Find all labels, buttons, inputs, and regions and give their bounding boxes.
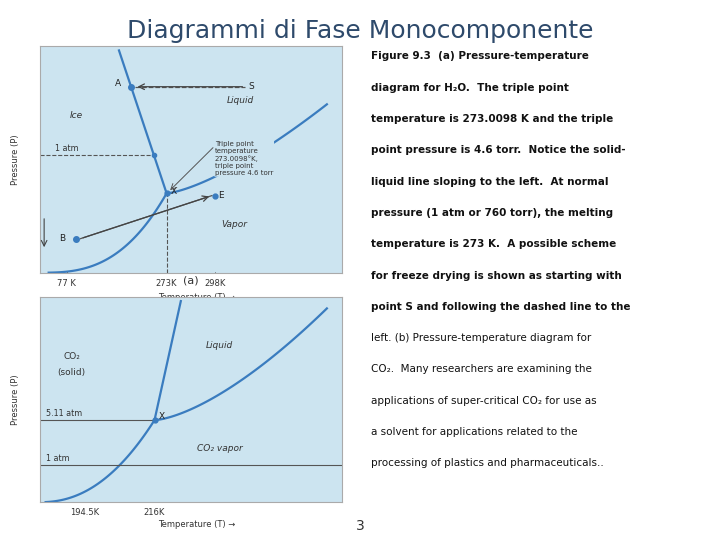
- Text: (a): (a): [183, 275, 199, 286]
- Text: X: X: [159, 412, 165, 421]
- Text: Liquid: Liquid: [227, 96, 254, 105]
- Text: A: A: [114, 79, 120, 87]
- Text: 1 atm: 1 atm: [55, 144, 78, 153]
- Text: E: E: [218, 191, 224, 200]
- Text: CO₂.  Many researchers are examining the: CO₂. Many researchers are examining the: [371, 364, 592, 375]
- Text: Ice: Ice: [70, 111, 83, 120]
- Text: 77 K: 77 K: [58, 279, 76, 288]
- Text: 298K: 298K: [204, 279, 225, 288]
- Text: CO₂: CO₂: [64, 352, 81, 361]
- Text: S: S: [248, 82, 254, 91]
- Text: 1 atm: 1 atm: [45, 454, 69, 463]
- Text: Triple point
temperature
273.0098°K,
triple point
pressure 4.6 torr: Triple point temperature 273.0098°K, tri…: [215, 141, 274, 176]
- Text: processing of plastics and pharmaceuticals..: processing of plastics and pharmaceutica…: [371, 458, 603, 469]
- Text: Vapor: Vapor: [221, 220, 247, 230]
- Text: Pressure (P): Pressure (P): [11, 374, 20, 425]
- Text: 273K: 273K: [156, 279, 177, 288]
- Text: Temperature (T) →: Temperature (T) →: [158, 293, 235, 302]
- Text: CO₂ vapor: CO₂ vapor: [197, 444, 243, 453]
- Text: left. (b) Pressure-temperature diagram for: left. (b) Pressure-temperature diagram f…: [371, 333, 591, 343]
- Text: point pressure is 4.6 torr.  Notice the solid-: point pressure is 4.6 torr. Notice the s…: [371, 145, 626, 156]
- Text: diagram for H₂O.  The triple point: diagram for H₂O. The triple point: [371, 83, 569, 93]
- Text: pressure (1 atm or 760 torr), the melting: pressure (1 atm or 760 torr), the meltin…: [371, 208, 613, 218]
- Text: point S and following the dashed line to the: point S and following the dashed line to…: [371, 302, 630, 312]
- Text: B: B: [59, 234, 66, 243]
- Text: 3: 3: [356, 519, 364, 534]
- Text: Figure 9.3  (a) Pressure-temperature: Figure 9.3 (a) Pressure-temperature: [371, 51, 589, 62]
- Text: temperature is 273.0098 K and the triple: temperature is 273.0098 K and the triple: [371, 114, 613, 124]
- Text: liquid line sloping to the left.  At normal: liquid line sloping to the left. At norm…: [371, 177, 608, 187]
- Text: X: X: [170, 187, 176, 197]
- Text: applications of super-critical CO₂ for use as: applications of super-critical CO₂ for u…: [371, 396, 596, 406]
- Text: temperature is 273 K.  A possible scheme: temperature is 273 K. A possible scheme: [371, 239, 616, 249]
- Text: Diagrammi di Fase Monocomponente: Diagrammi di Fase Monocomponente: [127, 19, 593, 43]
- Text: 216K: 216K: [144, 508, 165, 517]
- Text: (solid): (solid): [58, 368, 86, 377]
- Text: a solvent for applications related to the: a solvent for applications related to th…: [371, 427, 577, 437]
- Text: 5.11 atm: 5.11 atm: [45, 409, 82, 418]
- Text: Temperature (T) →: Temperature (T) →: [158, 520, 235, 529]
- Text: Liquid: Liquid: [206, 341, 233, 350]
- Text: for freeze drying is shown as starting with: for freeze drying is shown as starting w…: [371, 271, 621, 281]
- Text: 194.5K: 194.5K: [71, 508, 99, 517]
- Text: Pressure (P): Pressure (P): [11, 134, 20, 185]
